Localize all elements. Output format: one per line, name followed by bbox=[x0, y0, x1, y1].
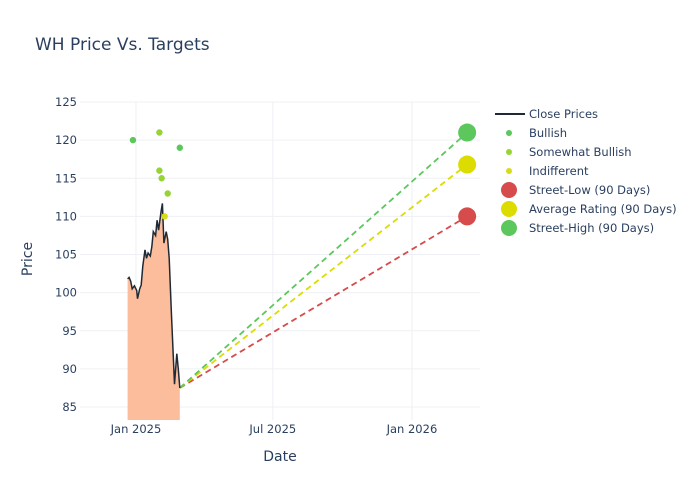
target-marker bbox=[458, 123, 477, 142]
legend-label: Street-High (90 Days) bbox=[529, 221, 654, 235]
rating-point bbox=[129, 136, 137, 144]
rating-point bbox=[161, 213, 168, 220]
y-tick-label: 95 bbox=[62, 324, 77, 338]
rating-point bbox=[176, 144, 184, 151]
x-tick-label: Jan 2026 bbox=[386, 422, 438, 436]
y-axis-title: Price bbox=[20, 242, 36, 276]
x-axis-ticks: Jan 2025 Jul 2025 Jan 2026 bbox=[110, 422, 438, 436]
legend-swatch bbox=[501, 182, 517, 198]
target-line bbox=[179, 163, 468, 389]
analyst-ratings bbox=[129, 129, 184, 220]
y-tick-label: 100 bbox=[55, 286, 77, 300]
legend-swatch bbox=[501, 201, 517, 217]
close-price-line bbox=[127, 203, 181, 389]
target-lines bbox=[179, 131, 468, 389]
y-tick-label: 125 bbox=[55, 95, 77, 109]
legend-label: Indifferent bbox=[529, 164, 589, 178]
close-price-path bbox=[127, 203, 181, 389]
y-tick-label: 105 bbox=[55, 248, 77, 262]
rating-point bbox=[156, 129, 163, 136]
x-axis-title: Date bbox=[263, 449, 296, 465]
y-axis-ticks: 85 90 95 100 105 110 115 120 125 bbox=[55, 95, 77, 414]
chart-title: WH Price Vs. Targets bbox=[35, 35, 210, 55]
legend-label: Close Prices bbox=[529, 107, 598, 121]
target-line bbox=[179, 215, 468, 389]
legend-label: Somewhat Bullish bbox=[529, 145, 632, 159]
y-tick-label: 85 bbox=[62, 400, 77, 414]
legend-swatch bbox=[506, 168, 512, 174]
close-price-area-shape bbox=[127, 203, 180, 420]
y-tick-label: 90 bbox=[62, 362, 77, 376]
legend-label: Street-Low (90 Days) bbox=[529, 183, 650, 197]
target-marker bbox=[458, 155, 477, 174]
y-tick-label: 120 bbox=[55, 133, 77, 147]
legend-label: Average Rating (90 Days) bbox=[529, 202, 677, 216]
target-marker bbox=[458, 207, 477, 226]
legend-swatch bbox=[506, 130, 512, 136]
rating-point bbox=[164, 190, 171, 197]
x-tick-label: Jan 2025 bbox=[110, 422, 162, 436]
target-markers bbox=[458, 123, 477, 226]
x-tick-label: Jul 2025 bbox=[248, 422, 296, 436]
legend-swatch bbox=[506, 149, 512, 155]
legend: Close Prices Bullish Somewhat Bullish Indif… bbox=[495, 107, 677, 236]
rating-point bbox=[156, 167, 163, 174]
target-line bbox=[179, 131, 468, 389]
close-price-area bbox=[127, 203, 180, 420]
rating-point bbox=[158, 175, 165, 182]
legend-label: Bullish bbox=[529, 126, 567, 140]
y-tick-label: 115 bbox=[55, 171, 77, 185]
y-tick-label: 110 bbox=[55, 209, 77, 223]
legend-swatch bbox=[501, 220, 517, 236]
